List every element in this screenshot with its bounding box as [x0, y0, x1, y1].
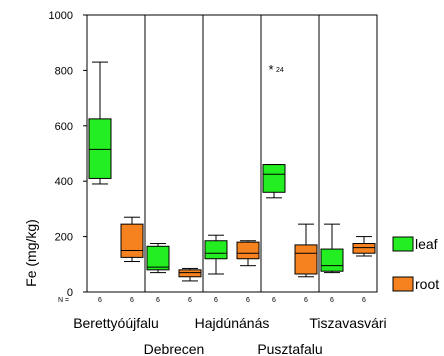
- box-root: [236, 240, 260, 267]
- outlier-label: 24: [276, 67, 284, 74]
- legend-label-leaf: leaf: [415, 236, 438, 252]
- box-iqr: [178, 269, 202, 278]
- category-labels: Berettyóújfalu Debrecen Hajdúnánás Pusztafa…: [73, 315, 386, 356]
- box-leaf: * 24: [262, 62, 286, 199]
- box-leaf: [88, 61, 112, 185]
- y-tick-label: 600: [55, 121, 73, 133]
- plot-area: [86, 14, 378, 293]
- n-count-label: 6: [362, 297, 366, 304]
- y-tick-label: 200: [55, 232, 73, 244]
- n-count-label: 6: [130, 297, 134, 304]
- category-label: Tiszavasvári: [309, 315, 386, 331]
- n-count-label: 6: [330, 297, 334, 304]
- y-tick-label: 0: [67, 287, 73, 299]
- plot-frame: [86, 14, 378, 293]
- box-iqr: [236, 241, 260, 260]
- y-tick-label: 1000: [49, 10, 73, 22]
- y-tick-label: 800: [55, 65, 73, 77]
- box-iqr: [262, 164, 286, 193]
- y-tick-label: 400: [55, 176, 73, 188]
- n-count-label: 6: [304, 297, 308, 304]
- box-iqr: [146, 245, 170, 271]
- legend: leaf root: [392, 236, 439, 292]
- n-prefix-label: N =: [58, 297, 69, 304]
- box-iqr: [204, 240, 228, 260]
- category-label: Berettyóújfalu: [73, 315, 159, 331]
- box-iqr: [88, 118, 112, 179]
- box-iqr: [320, 248, 344, 272]
- n-count-label: 6: [214, 297, 218, 304]
- box-leaf: [204, 234, 228, 275]
- y-axis: 0 200 400 600 800 1000: [49, 10, 87, 299]
- box-leaf: [320, 223, 344, 274]
- box-iqr: [294, 244, 318, 275]
- n-row: N = 6 6 6 6 6 6 6 6 6 6: [58, 297, 366, 304]
- box-iqr: [352, 243, 376, 254]
- n-count-label: 6: [246, 297, 250, 304]
- box-root: [352, 236, 376, 257]
- box-leaf: [146, 243, 170, 274]
- outlier-marker: *: [268, 62, 273, 77]
- n-count-label: 6: [98, 297, 102, 304]
- category-label: Debrecen: [144, 341, 205, 356]
- category-label: Hajdúnánás: [195, 315, 270, 331]
- n-count-label: 6: [156, 297, 160, 304]
- legend-swatch-root: [392, 276, 414, 292]
- boxes: * 24: [88, 61, 376, 282]
- box-iqr: [120, 223, 144, 258]
- n-count-label: 6: [272, 297, 276, 304]
- box-root: [120, 216, 144, 263]
- legend-label-root: root: [415, 276, 439, 292]
- category-label: Pusztafalu: [257, 341, 322, 356]
- n-count-label: 6: [188, 297, 192, 304]
- legend-swatch-leaf: [392, 236, 414, 252]
- y-axis-title: Fe (mg/kg): [23, 219, 39, 287]
- box-root: [178, 267, 202, 282]
- box-root: [294, 223, 318, 278]
